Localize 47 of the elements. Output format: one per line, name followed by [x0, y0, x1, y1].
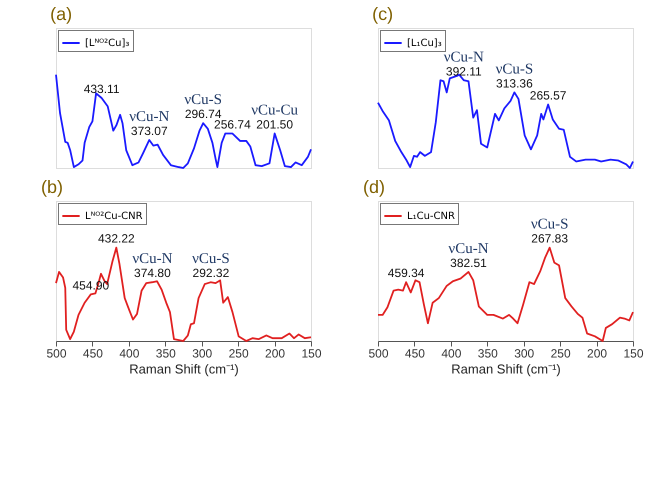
x-axis-title: Raman Shift (cm⁻¹) — [129, 362, 239, 376]
annotation: νCu-N — [448, 240, 489, 257]
annotation: νCu-N — [129, 109, 170, 125]
annotation: 392.11 — [446, 64, 482, 78]
legend-label: Lᴺᴼ²Cu-CNR — [85, 211, 143, 222]
annotation: 459.34 — [388, 266, 425, 280]
x-tick-label: 500 — [368, 346, 389, 360]
annotation: νCu-S — [184, 92, 222, 108]
x-tick-label: 150 — [623, 346, 644, 360]
chart-title: (d) — [362, 177, 385, 197]
annotation: 267.83 — [531, 232, 568, 246]
annotation: 433.11 — [84, 82, 120, 96]
annotation: νCu-S — [192, 251, 230, 268]
annotation: 313.36 — [496, 76, 534, 90]
x-axis-title: Raman Shift (cm⁻¹) — [451, 362, 561, 376]
legend-label: L₁Cu-CNR — [407, 211, 455, 222]
chart-title: (b) — [40, 177, 63, 197]
annotation: 265.57 — [530, 88, 567, 103]
legend-label: [Lᴺᴼ²Cu]₃ — [85, 38, 130, 49]
annotation: 201.50 — [256, 117, 294, 132]
x-tick-label: 400 — [441, 346, 462, 360]
annotation: νCu-S — [530, 216, 568, 233]
annotation: 373.07 — [130, 124, 168, 138]
legend-label: [L₁Cu]₃ — [407, 38, 442, 49]
x-tick-label: 300 — [192, 346, 213, 360]
x-tick-label: 500 — [46, 346, 67, 360]
chart-title: (c) — [372, 4, 394, 24]
x-tick-label: 350 — [156, 346, 176, 360]
annotation: νCu-S — [496, 61, 534, 78]
annotation: νCu-N — [132, 251, 173, 268]
x-tick-label: 350 — [478, 346, 498, 360]
x-tick-label: 250 — [228, 346, 249, 360]
chart-title: (a) — [50, 4, 72, 24]
annotation: 382.51 — [450, 256, 488, 270]
x-tick-label: 300 — [514, 346, 535, 360]
x-tick-label: 150 — [301, 346, 322, 360]
annotation: 374.80 — [134, 266, 172, 280]
x-tick-label: 400 — [119, 346, 140, 360]
annotation: 432.22 — [98, 232, 136, 246]
x-tick-label: 250 — [550, 346, 571, 360]
x-tick-label: 200 — [265, 346, 286, 360]
x-tick-label: 200 — [587, 346, 608, 360]
x-tick-label: 450 — [404, 346, 426, 360]
annotation: 292.32 — [192, 266, 230, 280]
annotation: νCu-N — [444, 49, 484, 66]
x-tick-label: 450 — [82, 346, 104, 360]
annotation: νCu-Cu — [251, 102, 299, 118]
